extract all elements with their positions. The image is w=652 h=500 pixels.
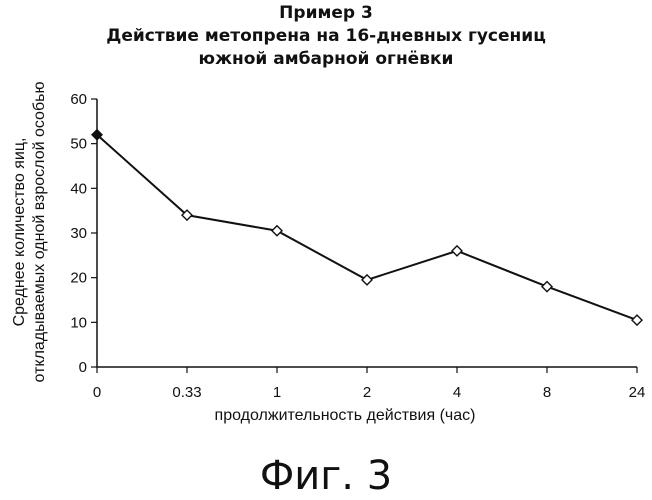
y-tick-label: 10 bbox=[70, 314, 87, 331]
data-point-marker bbox=[632, 315, 642, 325]
figure-caption: Фиг. 3 bbox=[0, 452, 652, 500]
y-tick-label: 20 bbox=[70, 270, 87, 287]
x-tick-label: 2 bbox=[363, 384, 371, 401]
x-tick-label: 8 bbox=[543, 384, 551, 401]
axes bbox=[97, 99, 637, 367]
data-point-marker bbox=[272, 226, 282, 236]
data-point-marker bbox=[542, 282, 552, 292]
data-point-marker bbox=[452, 246, 462, 256]
y-tick-label: 60 bbox=[70, 91, 87, 108]
y-tick-label: 50 bbox=[70, 136, 87, 153]
y-axis-label-line-2: откладываемых одной взрослой особью bbox=[31, 82, 48, 383]
x-tick-label: 24 bbox=[629, 384, 646, 401]
y-tick-label: 0 bbox=[79, 359, 87, 376]
series bbox=[92, 130, 642, 325]
y-tick-label: 40 bbox=[70, 180, 87, 197]
x-tick-label: 1 bbox=[273, 384, 281, 401]
x-tick-label: 0 bbox=[93, 384, 101, 401]
x-axis-label: продолжительность действия (час) bbox=[215, 407, 476, 424]
x-tick-label: 4 bbox=[453, 384, 461, 401]
y-axis-label-line-1: Среднее количество яиц, bbox=[11, 138, 28, 327]
data-point-marker bbox=[362, 275, 372, 285]
x-ticks: 00.33124824 bbox=[93, 367, 646, 401]
y-tick-label: 30 bbox=[70, 225, 87, 242]
series-line bbox=[97, 135, 637, 320]
x-tick-label: 0.33 bbox=[172, 384, 201, 401]
